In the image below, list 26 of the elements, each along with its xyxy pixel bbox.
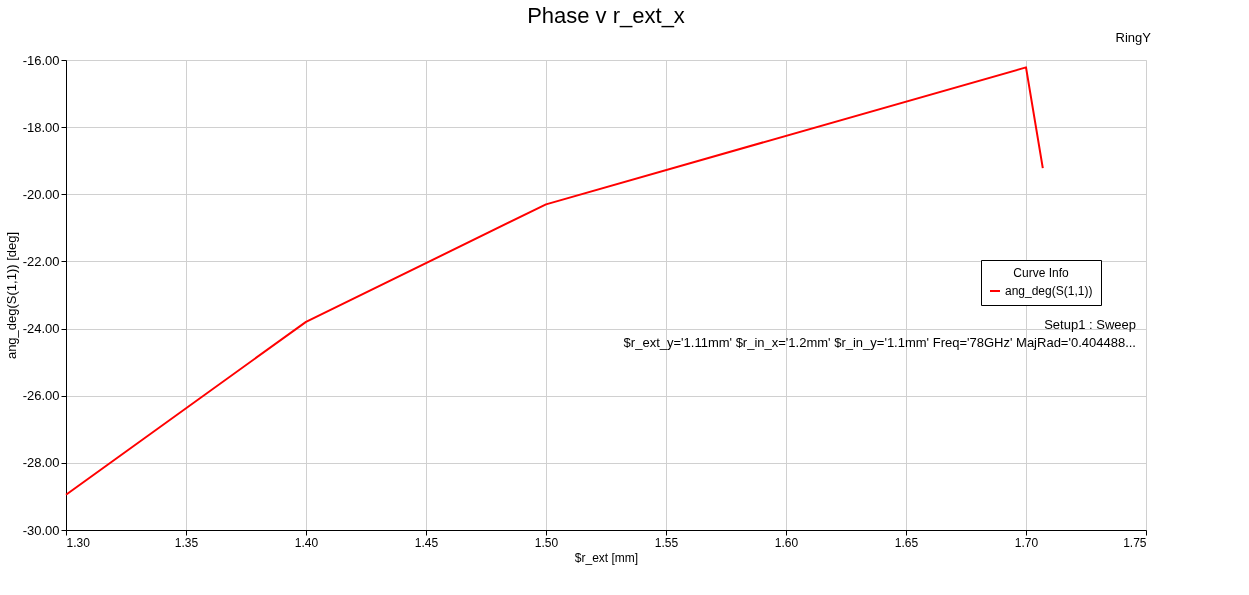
y-tick-label: -22.00 [22,253,60,269]
x-tick-label: 1.70 [1014,535,1039,550]
x-tick-label: 1.35 [174,535,199,550]
y-tick-label: -16.00 [22,52,60,68]
annotation: Setup1 : Sweep [1044,317,1136,332]
y-tick-label: -26.00 [22,388,60,404]
x-tick-label: 1.50 [534,535,559,550]
x-tick-label: 1.65 [894,535,919,550]
annotation: $r_ext_y='1.11mm' $r_in_x='1.2mm' $r_in_y='1.1mm' Freq='78GHz' MajRad='0.404488... [623,335,1136,350]
chart-title: Phase v r_ext_x [527,3,685,28]
x-tick-label: 1.40 [294,535,319,550]
y-axis-title: ang_deg(S(1,1)) [deg] [3,231,19,360]
x-tick-label: 1.75 [1123,535,1147,550]
x-tick-label: 1.55 [654,535,679,550]
x-tick-label: 1.30 [66,535,91,550]
text: RingY [1115,30,1152,45]
legend-label: ang_deg(S(1,1)) [1005,284,1093,298]
y-tick-label: -30.00 [22,522,60,538]
x-tick-label: 1.60 [774,535,799,550]
y-tick-label: -18.00 [22,119,60,135]
x-tick-label: 1.45 [414,535,439,550]
legend-title: Curve Info [1013,266,1070,280]
y-tick-label: -20.00 [22,186,60,202]
y-tick-label: -28.00 [22,455,60,471]
x-axis-title: $r_ext [mm] [574,550,639,565]
y-tick-label: -24.00 [22,321,60,337]
